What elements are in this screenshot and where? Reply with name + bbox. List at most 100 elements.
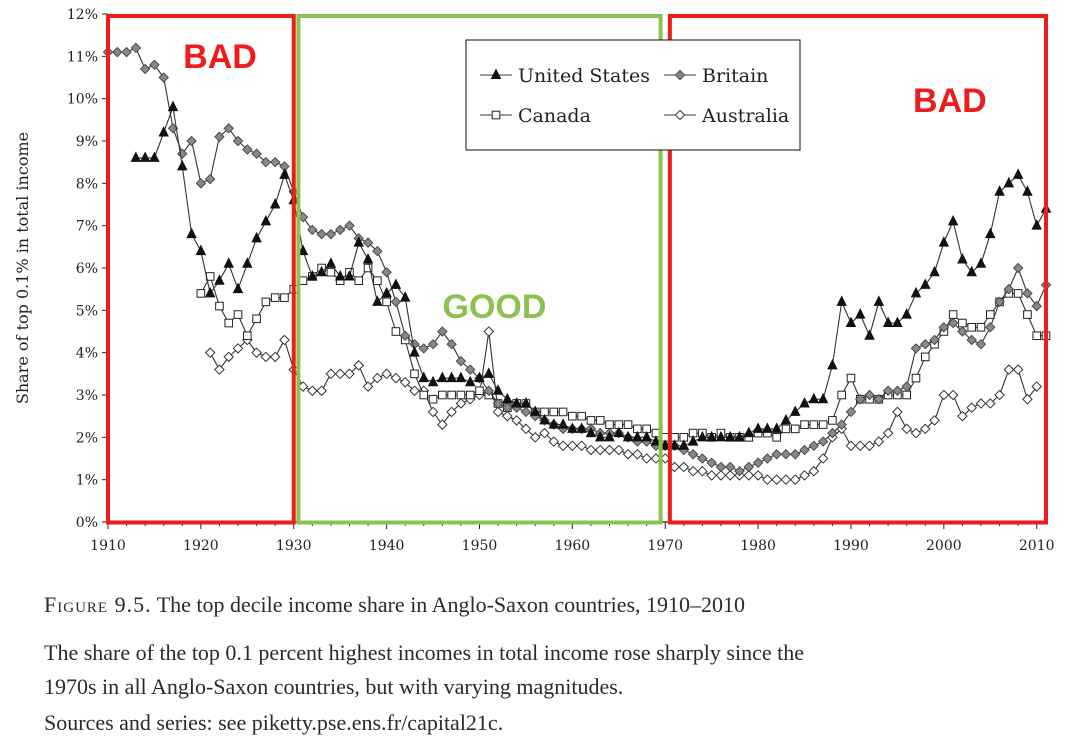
data-point [167, 100, 179, 112]
data-point [678, 439, 690, 450]
data-point [1012, 168, 1024, 179]
data-point [1003, 176, 1015, 188]
data-point [743, 426, 755, 438]
series-layer [102, 42, 1052, 485]
data-point [269, 351, 281, 363]
data-point [604, 444, 615, 456]
legend-marker [491, 110, 501, 120]
data-point [641, 430, 652, 442]
data-point [929, 334, 940, 346]
data-point [864, 389, 875, 401]
data-point [223, 351, 235, 363]
data-point [195, 178, 207, 189]
data-point [474, 371, 485, 383]
data-point [1022, 288, 1033, 299]
x-tick-label: 1960 [555, 538, 591, 554]
y-tick-label: 8% [76, 176, 98, 192]
data-point [576, 440, 587, 452]
y-tick-label: 5% [76, 303, 98, 319]
data-point [372, 245, 383, 257]
legend-label: Australia [701, 105, 789, 127]
data-point [994, 389, 1005, 401]
data-point [455, 371, 467, 383]
data-point [344, 269, 355, 281]
data-point [399, 291, 411, 302]
data-point [781, 424, 791, 434]
data-point [687, 449, 699, 460]
data-point [557, 418, 569, 429]
data-point [920, 352, 930, 362]
zones-layer: BAD GOOD BAD [106, 14, 1048, 525]
data-point [632, 448, 643, 460]
data-point [242, 257, 253, 268]
data-point [568, 411, 577, 421]
data-point [1022, 185, 1033, 196]
data-point [419, 390, 429, 400]
data-point [381, 368, 392, 380]
data-point [1003, 283, 1015, 295]
data-point [427, 338, 439, 350]
data-point [214, 364, 225, 375]
data-point [390, 278, 402, 289]
data-point [976, 322, 986, 332]
data-point [325, 368, 337, 380]
data-point [873, 393, 885, 405]
data-point [577, 411, 586, 421]
y-tick-label: 2% [76, 430, 98, 446]
data-point [149, 59, 160, 71]
data-point [622, 448, 634, 460]
series-australia [204, 326, 1043, 485]
data-point [957, 410, 968, 422]
series-line [209, 331, 1038, 481]
data-point [177, 159, 188, 171]
x-tick-label: 1930 [276, 538, 312, 554]
data-point [186, 135, 197, 147]
legend-item-united-states: United States [480, 65, 650, 87]
axes: 0% 1% 2% 3% 4% 5% 6% 7% 8% 9% 10% 11% 12% 1910 1920 193… [67, 7, 1055, 554]
data-point [438, 390, 447, 400]
data-point [901, 381, 912, 392]
data-point [929, 415, 940, 426]
data-point [549, 407, 559, 417]
data-point [938, 236, 950, 247]
data-point [910, 286, 922, 298]
data-point [817, 436, 829, 447]
data-point [994, 296, 1005, 308]
data-point [780, 449, 792, 460]
data-point [836, 295, 847, 306]
data-point [706, 470, 717, 481]
data-point [307, 269, 318, 281]
data-point [251, 347, 262, 358]
data-point [780, 474, 792, 485]
data-point [828, 416, 837, 425]
zone-box [106, 14, 296, 525]
x-tick-label: 1990 [833, 538, 869, 554]
data-point [557, 440, 569, 452]
data-point [511, 396, 522, 408]
data-point [261, 297, 271, 307]
data-point [632, 430, 643, 442]
data-point [586, 416, 596, 425]
data-point [456, 390, 466, 400]
data-point [864, 440, 875, 452]
data-point [409, 346, 420, 357]
data-point [724, 470, 736, 481]
data-point [734, 465, 745, 477]
data-point [511, 415, 522, 426]
data-point [344, 368, 355, 380]
data-point [539, 413, 550, 425]
data-point [938, 322, 950, 333]
data-point [316, 385, 327, 397]
y-tick-label: 12% [67, 7, 98, 23]
y-tick-label: 6% [76, 261, 98, 277]
x-tick-label: 1950 [462, 538, 498, 554]
data-point [492, 406, 504, 418]
data-point [204, 286, 216, 298]
data-point [418, 371, 430, 383]
data-point [529, 432, 541, 443]
data-point [539, 427, 550, 439]
data-point [529, 405, 541, 416]
zone-label: BAD [913, 82, 987, 120]
data-point [567, 422, 578, 433]
data-point [975, 338, 987, 350]
